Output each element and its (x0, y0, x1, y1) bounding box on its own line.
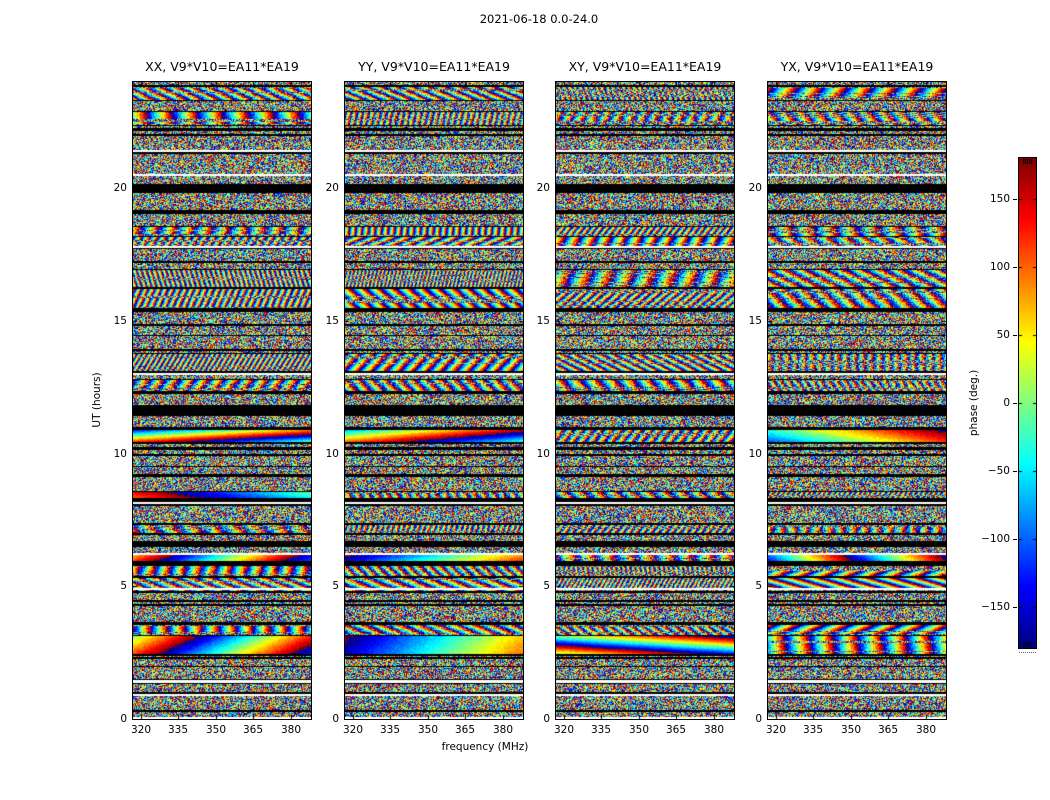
x-tick-label: 365 (454, 724, 476, 736)
y-tick-label: 10 (325, 448, 339, 460)
colorbar-tick-label: 100 (989, 261, 1010, 273)
colorbar-minor-dots (1019, 652, 1036, 653)
y-tick-label: 0 (120, 713, 127, 725)
y-tick-label: 15 (748, 315, 762, 327)
heatmap-panel-xx (132, 81, 312, 720)
colorbar-tick-mark (1013, 335, 1017, 336)
colorbar-label: phase (deg.) (968, 369, 980, 437)
y-tick-label: 5 (332, 580, 339, 592)
x-axis-label: frequency (MHz) (441, 741, 529, 753)
colorbar-tick-label: 50 (996, 329, 1010, 341)
colorbar-tick-mark (1013, 607, 1017, 608)
y-tick-label: 5 (543, 580, 550, 592)
y-tick-label: 10 (536, 448, 550, 460)
y-tick-label: 15 (113, 315, 127, 327)
colorbar-tick-label: −100 (981, 533, 1010, 545)
x-tick-label: 335 (590, 724, 612, 736)
y-tick-label: 20 (113, 182, 127, 194)
y-tick-label: 5 (755, 580, 762, 592)
x-tick-label: 320 (765, 724, 787, 736)
colorbar-tick-mark (1013, 199, 1017, 200)
heatmap-canvas-yx (768, 82, 946, 719)
y-tick-label: 15 (536, 315, 550, 327)
x-tick-label: 350 (205, 724, 227, 736)
y-axis-label: UT (hours) (91, 372, 103, 428)
colorbar-tick-mark (1013, 403, 1017, 404)
x-tick-label: 320 (342, 724, 364, 736)
heatmap-canvas-xy (556, 82, 734, 719)
x-tick-label: 335 (379, 724, 401, 736)
y-tick-label: 10 (748, 448, 762, 460)
x-tick-label: 350 (840, 724, 862, 736)
x-tick-label: 380 (915, 724, 937, 736)
panel-title: YX, V9*V10=EA11*EA19 (780, 59, 934, 74)
y-tick-label: 0 (755, 713, 762, 725)
y-tick-label: 20 (536, 182, 550, 194)
colorbar-tick-mark (1013, 267, 1017, 268)
x-tick-label: 365 (877, 724, 899, 736)
y-tick-label: 10 (113, 448, 127, 460)
x-tick-label: 350 (628, 724, 650, 736)
y-tick-label: 15 (325, 315, 339, 327)
heatmap-canvas-yy (345, 82, 523, 719)
colorbar-gradient (1019, 158, 1036, 648)
y-tick-label: 20 (748, 182, 762, 194)
y-tick-label: 5 (120, 580, 127, 592)
panel-title: XX, V9*V10=EA11*EA19 (145, 59, 299, 74)
y-tick-label: 0 (543, 713, 550, 725)
x-tick-label: 380 (280, 724, 302, 736)
x-tick-label: 380 (703, 724, 725, 736)
colorbar-tick-label: −50 (987, 465, 1010, 477)
x-tick-label: 380 (492, 724, 514, 736)
colorbar-tick-mark (1013, 539, 1017, 540)
colorbar-tick-label: 0 (1003, 397, 1010, 409)
x-tick-label: 365 (665, 724, 687, 736)
colorbar-tick-mark (1013, 471, 1017, 472)
panel-title: YY, V9*V10=EA11*EA19 (358, 59, 510, 74)
heatmap-panel-xy (555, 81, 735, 720)
figure-title: 2021-06-18 0.0-24.0 (479, 12, 599, 26)
y-tick-label: 0 (332, 713, 339, 725)
x-tick-label: 350 (417, 724, 439, 736)
x-tick-label: 335 (802, 724, 824, 736)
x-tick-label: 320 (553, 724, 575, 736)
x-tick-label: 320 (130, 724, 152, 736)
colorbar-tick-label: −150 (981, 601, 1010, 613)
colorbar (1018, 157, 1037, 649)
y-tick-label: 20 (325, 182, 339, 194)
panel-title: XY, V9*V10=EA11*EA19 (568, 59, 722, 74)
heatmap-panel-yx (767, 81, 947, 720)
x-tick-label: 365 (242, 724, 264, 736)
colorbar-tick-label: 150 (989, 193, 1010, 205)
heatmap-panel-yy (344, 81, 524, 720)
heatmap-canvas-xx (133, 82, 311, 719)
x-tick-label: 335 (167, 724, 189, 736)
